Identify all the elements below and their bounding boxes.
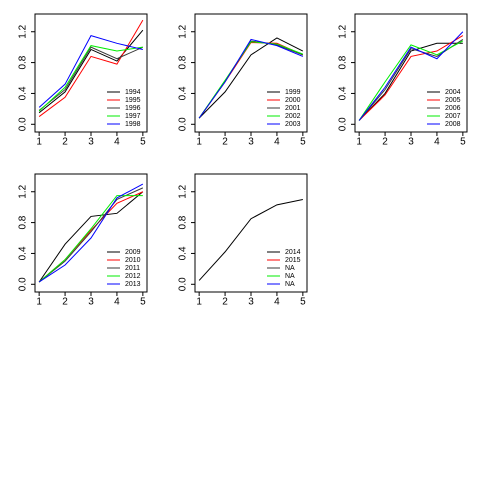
y-tick-label: 1.2: [18, 184, 29, 198]
series-line: [358, 31, 464, 121]
series-line: [358, 42, 463, 121]
legend-label: 2005: [445, 97, 461, 104]
series-line: [198, 41, 304, 119]
series-line: [38, 45, 143, 112]
y-tick-label: 0.0: [18, 277, 29, 291]
y-tick-label: 0.0: [338, 117, 349, 131]
series-line: [38, 183, 144, 283]
legend-label: 1994: [125, 89, 141, 96]
x-tick-label: 2: [222, 297, 228, 308]
x-tick-label: 3: [408, 137, 414, 148]
x-tick-label: 4: [114, 137, 120, 148]
y-tick-label: 0.0: [178, 117, 189, 131]
x-tick-label: 1: [196, 137, 202, 148]
x-tick-label: 4: [274, 137, 280, 148]
x-tick-label: 2: [222, 137, 228, 148]
y-tick-label: 0.4: [178, 86, 189, 100]
legend-label: 2011: [125, 265, 140, 272]
x-tick-label: 4: [434, 137, 440, 148]
x-tick-label: 3: [88, 137, 94, 148]
y-tick-label: 1.2: [338, 24, 349, 38]
x-tick-label: 2: [382, 137, 388, 148]
y-tick-label: 0.8: [178, 215, 189, 229]
y-tick-label: 0.0: [178, 277, 189, 291]
legend-label: 1996: [125, 105, 141, 112]
legend-label: 2010: [125, 257, 141, 264]
x-tick-label: 1: [36, 137, 42, 148]
y-tick-label: 0.8: [18, 55, 29, 69]
legend-label: NA: [285, 281, 295, 288]
series-line: [198, 37, 304, 119]
y-tick-label: 0.0: [18, 117, 29, 131]
x-tick-label: 5: [140, 297, 146, 308]
x-tick-label: 5: [460, 137, 466, 148]
x-tick-label: 2: [62, 297, 68, 308]
series-line: [38, 191, 144, 283]
x-tick-label: 5: [300, 137, 306, 148]
legend-label: 2009: [125, 249, 141, 256]
legend-label: 2008: [445, 121, 461, 128]
legend-label: 2006: [445, 105, 461, 112]
y-tick-label: 0.4: [18, 246, 29, 260]
x-tick-label: 1: [36, 297, 42, 308]
series-line: [198, 198, 303, 281]
legend-label: 2012: [125, 273, 141, 280]
series-line: [38, 46, 144, 111]
x-tick-label: 3: [248, 297, 254, 308]
y-tick-label: 0.4: [178, 246, 189, 260]
x-tick-label: 2: [62, 137, 68, 148]
legend-label: 2003: [285, 121, 301, 128]
legend-label: 2013: [125, 281, 141, 288]
series-line: [198, 38, 304, 119]
y-tick-label: 1.2: [18, 24, 29, 38]
series-line: [38, 29, 144, 114]
legend-label: 1998: [125, 121, 141, 128]
legend-label: 1999: [285, 89, 301, 96]
y-tick-label: 0.4: [18, 86, 29, 100]
legend-label: 2002: [285, 113, 301, 120]
legend-label: NA: [285, 273, 295, 280]
y-tick-label: 0.4: [338, 86, 349, 100]
y-tick-label: 0.8: [18, 215, 29, 229]
x-tick-label: 3: [248, 137, 254, 148]
series-line: [38, 34, 143, 108]
legend-label: 1997: [125, 113, 141, 120]
legend-label: 2015: [285, 257, 301, 264]
series-line: [358, 35, 464, 121]
y-tick-label: 1.2: [178, 184, 189, 198]
legend-label: NA: [285, 265, 295, 272]
x-tick-label: 3: [88, 297, 94, 308]
legend-label: 2001: [285, 105, 301, 112]
y-tick-label: 0.8: [178, 55, 189, 69]
legend-label: 2014: [285, 249, 301, 256]
x-tick-label: 1: [196, 297, 202, 308]
legend-label: 2007: [445, 113, 461, 120]
x-tick-label: 4: [274, 297, 280, 308]
x-tick-label: 5: [300, 297, 306, 308]
legend-label: 2000: [285, 97, 301, 104]
series-line: [38, 195, 143, 283]
y-tick-label: 0.8: [338, 55, 349, 69]
x-tick-label: 5: [140, 137, 146, 148]
y-tick-label: 1.2: [178, 24, 189, 38]
legend-label: 2004: [445, 89, 461, 96]
x-tick-label: 4: [114, 297, 120, 308]
legend-label: 1995: [125, 97, 141, 104]
x-tick-label: 1: [356, 137, 362, 148]
